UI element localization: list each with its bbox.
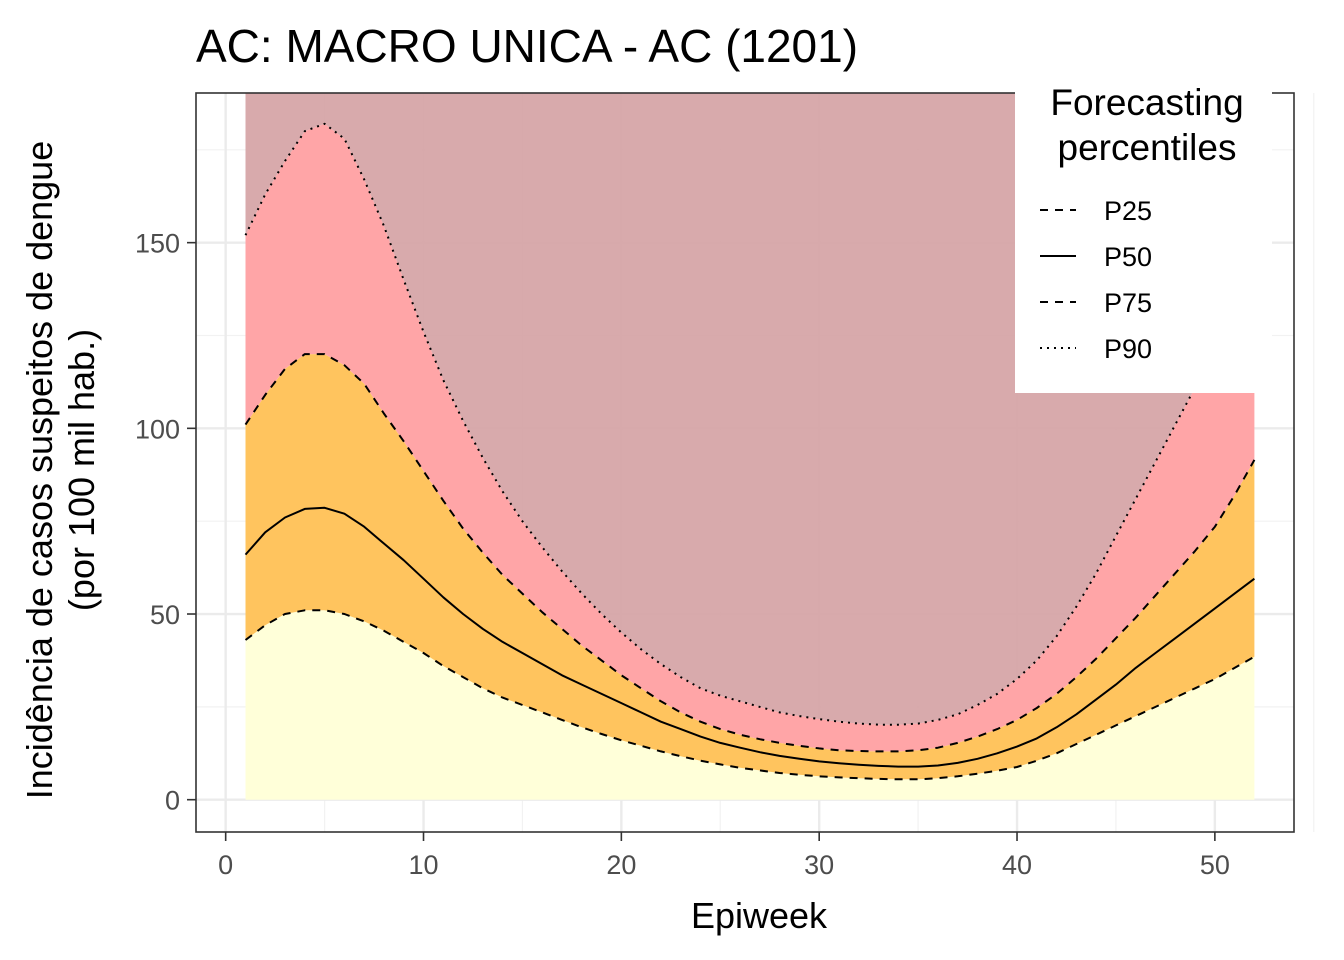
y-axis: 0 50 100 150	[135, 229, 196, 816]
y-axis-title: Incidência de casos suspeitos de dengue …	[19, 141, 102, 799]
percentile-lines	[244, 122, 1256, 781]
series-line-p25	[244, 609, 1255, 781]
legend-label-p90: P90	[1104, 334, 1152, 364]
legend-label-p50: P50	[1104, 242, 1152, 272]
y-axis-title-line2: (por 100 mil hab.)	[61, 329, 102, 611]
legend-label-p75: P75	[1104, 288, 1152, 318]
y-tick-label: 0	[165, 786, 180, 816]
percentile-bands	[245, 93, 1255, 800]
x-tick-label: 0	[218, 850, 233, 880]
x-axis-title: Epiweek	[691, 895, 828, 936]
x-tick-label: 30	[804, 850, 834, 880]
y-tick-label: 50	[150, 600, 180, 630]
legend: Forecasting percentiles P25 P50 P75 P90	[1015, 80, 1272, 393]
legend-title-line2: percentiles	[1058, 127, 1237, 168]
band-below-p25	[245, 610, 1255, 800]
legend-title-line1: Forecasting	[1050, 82, 1243, 123]
legend-label-p25: P25	[1104, 196, 1152, 226]
x-tick-label: 50	[1200, 850, 1230, 880]
y-axis-title-line1: Incidência de casos suspeitos de dengue	[19, 141, 60, 799]
x-tick-label: 20	[606, 850, 636, 880]
plot-border	[195, 92, 1295, 833]
series-line-p50	[244, 506, 1256, 768]
band-p75-p90	[245, 123, 1255, 752]
band-above-p90	[245, 93, 1255, 725]
legend-background	[1015, 80, 1272, 393]
chart-title: AC: MACRO UNICA - AC (1201)	[196, 20, 858, 72]
legend-items: P25 P50 P75 P90	[1040, 196, 1152, 364]
band-p25-p75	[245, 354, 1255, 780]
x-tick-label: 40	[1002, 850, 1032, 880]
x-axis: 0 10 20 30 40 50	[218, 832, 1230, 880]
y-tick-label: 150	[135, 229, 180, 259]
y-tick-label: 100	[135, 414, 180, 444]
x-tick-label: 10	[408, 850, 438, 880]
